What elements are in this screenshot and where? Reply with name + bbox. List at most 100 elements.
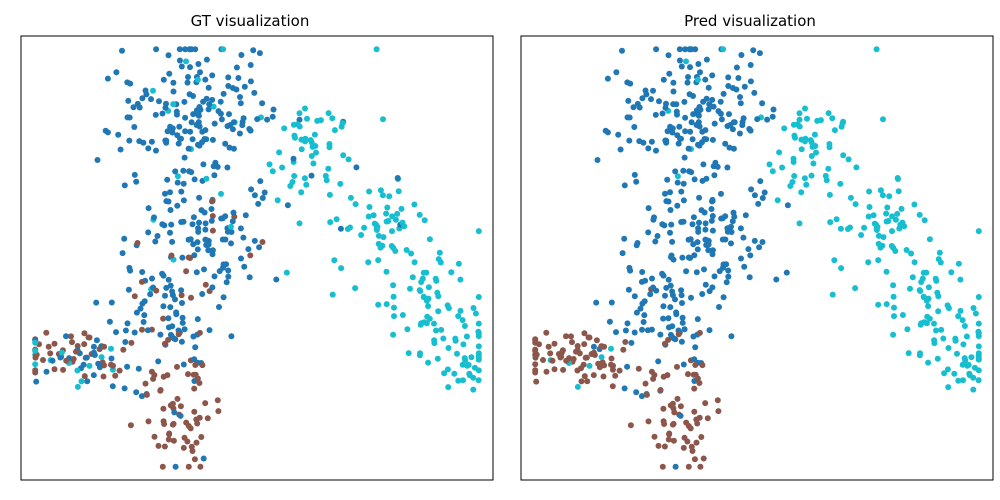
scatter-point [160,405,167,412]
scatter-point [651,372,658,378]
scatter-point [224,164,231,171]
scatter-point [383,301,390,308]
scatter-point [331,257,338,264]
scatter-point [837,225,844,232]
scatter-point [353,164,360,171]
scatter-point [283,269,290,276]
scatter-point [377,187,384,194]
scatter-point [230,145,237,152]
scatter-point [440,335,447,342]
scatter-point [955,377,962,384]
scatter-point [43,368,50,375]
scatter-point [148,138,155,145]
scatter-point [206,101,213,108]
scatter-point [798,146,805,153]
scatter-point [40,357,46,363]
scatter-point [460,377,466,384]
scatter-point [961,323,968,329]
scatter-point [723,279,730,286]
scatter-point [219,236,226,243]
scatter-point [804,115,810,122]
scatter-point [809,143,816,150]
scatter-point [379,192,386,199]
scatter-point [121,235,128,242]
scatter-point [58,349,65,356]
scatter-point [905,350,912,357]
scatter-point [945,384,952,391]
scatter-point [608,361,614,368]
scatter-point [894,175,901,181]
scatter-point [653,46,660,53]
scatter-point [737,94,743,100]
scatter-point [733,64,740,71]
scatter-point [975,367,982,374]
scatter-point [716,268,723,275]
scatter-point [398,205,405,212]
scatter-point [691,176,698,183]
scatter-point [186,91,193,98]
scatter-point [696,380,703,386]
scatter-point [794,121,801,128]
scatter-point [137,305,144,312]
scatter-point [192,344,199,351]
scatter-point [150,87,156,94]
scatter-point [621,235,628,242]
scatter-point [791,173,798,179]
scatter-point [242,212,249,219]
scatter-point [883,210,890,217]
scatter-point [742,212,749,219]
scatter-point [434,289,441,296]
scatter-point [954,350,960,357]
scatter-point [230,209,237,216]
scatter-point [578,378,585,385]
scatter-point [149,275,155,282]
scatter-point [783,269,790,276]
scatter-point [352,285,359,292]
scatter-point [296,110,303,117]
scatter-point [139,300,146,307]
scatter-point [86,334,93,341]
scatter-point [383,218,390,225]
scatter-point [153,46,160,53]
scatter-point [347,194,354,201]
scatter-point [662,292,668,299]
scatter-point [192,46,199,53]
scatter-point [909,274,916,281]
scatter-point [811,131,818,138]
scatter-point [919,275,926,282]
scatter-point [680,444,687,451]
scatter-point [167,123,174,130]
scatter-point [134,240,141,246]
gt-title: GT visualization [190,12,310,30]
scatter-point [688,119,695,126]
scatter-point [817,117,824,124]
scatter-point [769,113,776,120]
scatter-point [225,83,232,89]
scatter-point [126,264,133,271]
scatter-point [894,210,901,217]
scatter-point [608,299,615,306]
scatter-point [236,130,243,137]
scatter-point [375,232,382,239]
scatter-point [403,247,410,253]
scatter-point [691,456,698,463]
scatter-point [437,259,444,266]
scatter-point [163,198,170,205]
scatter-point [573,348,579,355]
scatter-point [664,128,671,135]
scatter-point [766,161,773,168]
scatter-point [693,269,700,276]
scatter-point [670,437,677,444]
scatter-point [694,316,701,323]
scatter-point [660,303,667,310]
scatter-point [255,200,262,207]
scatter-point [595,360,602,367]
scatter-point [616,367,623,374]
scatter-point [173,309,180,316]
scatter-point [273,276,280,283]
scatter-point [975,343,982,350]
scatter-point [558,349,565,356]
scatter-point [920,294,927,301]
scatter-point [699,291,706,297]
scatter-point [337,225,344,232]
